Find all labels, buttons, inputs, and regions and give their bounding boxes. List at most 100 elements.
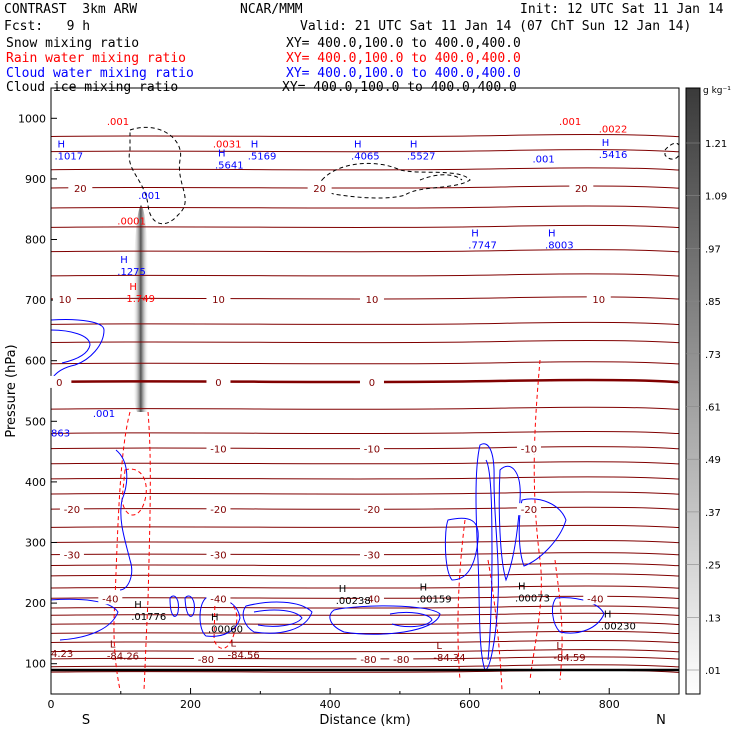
x-tick-label-1: 200 bbox=[180, 698, 201, 711]
isotherm-line-minor bbox=[51, 340, 679, 344]
extreme-value: .01776 bbox=[131, 612, 166, 623]
isotherm-label-bg bbox=[586, 292, 611, 305]
y-tick-label-5: 600 bbox=[25, 355, 46, 368]
extreme-marker: H bbox=[218, 149, 226, 160]
north-label: N bbox=[656, 713, 666, 728]
extreme-marker: L bbox=[110, 640, 116, 651]
isotherm-label-bg bbox=[98, 592, 123, 605]
extreme-value: 863 bbox=[51, 429, 70, 440]
extreme-marker: H bbox=[518, 581, 526, 592]
isotherm-label-bg bbox=[359, 375, 384, 388]
isotherm-label-bg bbox=[59, 503, 84, 516]
cloud-ice-contours bbox=[128, 126, 679, 225]
isotherm-line--10 bbox=[51, 446, 679, 450]
extreme-marker: H bbox=[129, 282, 137, 293]
colorbar-tick-label: .49 bbox=[705, 455, 721, 466]
extreme-value: .001 bbox=[532, 155, 554, 166]
extreme-value: .0031 bbox=[213, 140, 242, 151]
isotherm-line-minor bbox=[51, 134, 679, 138]
field-name-rain: Rain water mixing ratio bbox=[6, 51, 187, 66]
isotherm-line-minor bbox=[51, 406, 679, 410]
isotherm-label: -40 bbox=[364, 594, 380, 605]
isotherm-label-bg bbox=[47, 375, 72, 388]
extreme-value: .5527 bbox=[407, 152, 436, 163]
isotherm-label: -20 bbox=[64, 505, 80, 516]
extreme-value: .00159 bbox=[417, 595, 452, 606]
isotherm-label: -80 bbox=[198, 655, 214, 666]
extreme-value: .0022 bbox=[599, 124, 628, 135]
colorbar-tick-label: .61 bbox=[705, 403, 721, 414]
isotherm-line-10 bbox=[51, 296, 679, 300]
colorbar-gradient bbox=[685, 87, 701, 695]
isotherm-line--80 bbox=[51, 656, 679, 660]
isotherm-line-minor bbox=[51, 621, 679, 625]
extreme-marker: H bbox=[57, 140, 65, 151]
extreme-marker: H bbox=[602, 138, 610, 149]
isotherm-label: -40 bbox=[102, 594, 118, 605]
extreme-value: .001 bbox=[93, 409, 115, 420]
extreme-marker: H bbox=[354, 140, 362, 151]
isotherm-line--20 bbox=[51, 506, 679, 510]
isotherm-line-minor bbox=[51, 273, 679, 277]
isotherm-line-minor bbox=[51, 649, 679, 653]
y-tick-label-0: 100 bbox=[25, 658, 46, 671]
isotherm-label-bg bbox=[206, 548, 231, 561]
extreme-value: .00238 bbox=[336, 596, 371, 607]
isotherm-label-bg bbox=[206, 503, 231, 516]
isotherm-label: -20 bbox=[210, 505, 226, 516]
field-name-snow: Snow mixing ratio bbox=[6, 36, 140, 51]
extreme-value: .0001 bbox=[117, 216, 146, 227]
isotherm-label: -20 bbox=[364, 505, 380, 516]
isotherm-label-bg bbox=[359, 442, 384, 455]
isotherm-label-bg bbox=[59, 548, 84, 561]
isotherm-label: 10 bbox=[366, 295, 379, 306]
y-tick-label-9: 1000 bbox=[18, 112, 46, 125]
extreme-value: .7747 bbox=[468, 241, 497, 252]
isotherm-label: 0 bbox=[369, 378, 375, 389]
extreme-marker: H bbox=[251, 140, 259, 151]
x-axis-title: Distance (km) bbox=[319, 713, 410, 728]
south-label: S bbox=[82, 713, 90, 728]
field-xy-snow: XY= 400.0,100.0 to 400.0,400.0 bbox=[286, 36, 521, 51]
isotherm-line-minor bbox=[51, 205, 679, 209]
isotherm-label: 10 bbox=[592, 295, 605, 306]
x-tick-label-3: 600 bbox=[459, 698, 480, 711]
extreme-value: .5416 bbox=[599, 150, 628, 161]
isotherm-line-minor bbox=[51, 149, 679, 153]
colorbar-tick-label: .25 bbox=[705, 561, 721, 572]
isotherm-label-bg bbox=[68, 181, 93, 194]
isotherm-line-minor bbox=[51, 563, 679, 567]
isotherm-line--30 bbox=[51, 552, 679, 556]
colorbar-tick-label: .73 bbox=[705, 350, 721, 361]
extreme-marker: L bbox=[556, 641, 562, 652]
isotherm-line-minor bbox=[51, 585, 679, 589]
isotherm-label-bg bbox=[516, 503, 541, 516]
isotherm-label: -30 bbox=[364, 551, 380, 562]
isotherm-label: -10 bbox=[210, 445, 226, 456]
extreme-marker: H bbox=[471, 229, 479, 240]
org-label: NCAR/MMM bbox=[240, 2, 303, 17]
isotherm-label-bg bbox=[206, 442, 231, 455]
extreme-value: .1017 bbox=[54, 152, 83, 163]
extreme-value: .5169 bbox=[248, 152, 277, 163]
isotherm-label-bg bbox=[356, 652, 381, 665]
isotherm-label-bg bbox=[389, 652, 414, 665]
isotherm-label-bg bbox=[359, 503, 384, 516]
isotherm-label-bg bbox=[583, 592, 608, 605]
isotherm-label: -10 bbox=[521, 445, 537, 456]
extreme-marker: L bbox=[231, 638, 237, 649]
colorbar-tick-label: 1.21 bbox=[705, 139, 727, 150]
isotherm-line-minor bbox=[51, 524, 679, 529]
isotherm-label: 20 bbox=[575, 184, 588, 195]
colorbar-tick-label: .13 bbox=[705, 613, 721, 624]
extreme-marker: H bbox=[134, 600, 142, 611]
isotherm-label: -30 bbox=[64, 551, 80, 562]
forecast-hour: Fcst: 9 h bbox=[4, 19, 91, 34]
extreme-marker: H bbox=[211, 612, 219, 623]
colorbar-tick-label: .85 bbox=[705, 297, 721, 308]
x-tick-label-4: 800 bbox=[599, 698, 620, 711]
isotherm-line-0 bbox=[51, 378, 679, 384]
isotherm-line-minor bbox=[51, 461, 679, 465]
isotherm-label-bg bbox=[359, 548, 384, 561]
